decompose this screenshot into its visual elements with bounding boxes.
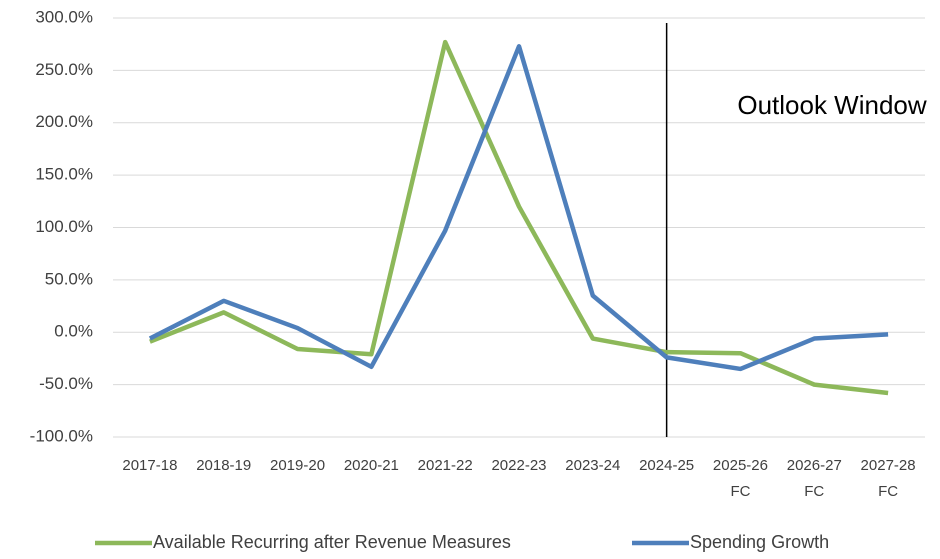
- y-tick-label: 250.0%: [35, 60, 93, 79]
- series-line: [149, 39, 889, 396]
- legend-label: Available Recurring after Revenue Measur…: [153, 532, 511, 552]
- y-tick-label: 50.0%: [45, 269, 93, 288]
- x-tick-label: 2019-20: [270, 457, 325, 474]
- x-tick-label: 2025-26 FC: [713, 457, 768, 500]
- x-tick-label: 2022-23: [491, 457, 546, 474]
- legend-label: Spending Growth: [690, 532, 829, 552]
- x-tick-label: 2017-18: [122, 457, 177, 474]
- y-tick-label: 100.0%: [35, 217, 93, 236]
- y-tick-label: 150.0%: [35, 165, 93, 184]
- y-tick-label: 0.0%: [54, 322, 93, 341]
- y-tick-label: 300.0%: [35, 7, 93, 26]
- annotation: Outlook Window: [737, 90, 927, 120]
- x-tick-label: 2020-21: [344, 457, 399, 474]
- y-tick-label: 200.0%: [35, 112, 93, 131]
- x-tick-label: 2018-19: [196, 457, 251, 474]
- x-tick-label: 2026-27 FC: [787, 457, 842, 500]
- x-tick-label: 2021-22: [418, 457, 473, 474]
- x-tick-label: 2024-25: [639, 457, 694, 474]
- x-tick-label: 2023-24: [565, 457, 620, 474]
- series-line: [148, 44, 889, 372]
- y-tick-label: -50.0%: [39, 374, 93, 393]
- x-tick-label: 2027-28 FC: [861, 457, 916, 500]
- y-tick-label: -100.0%: [30, 426, 93, 445]
